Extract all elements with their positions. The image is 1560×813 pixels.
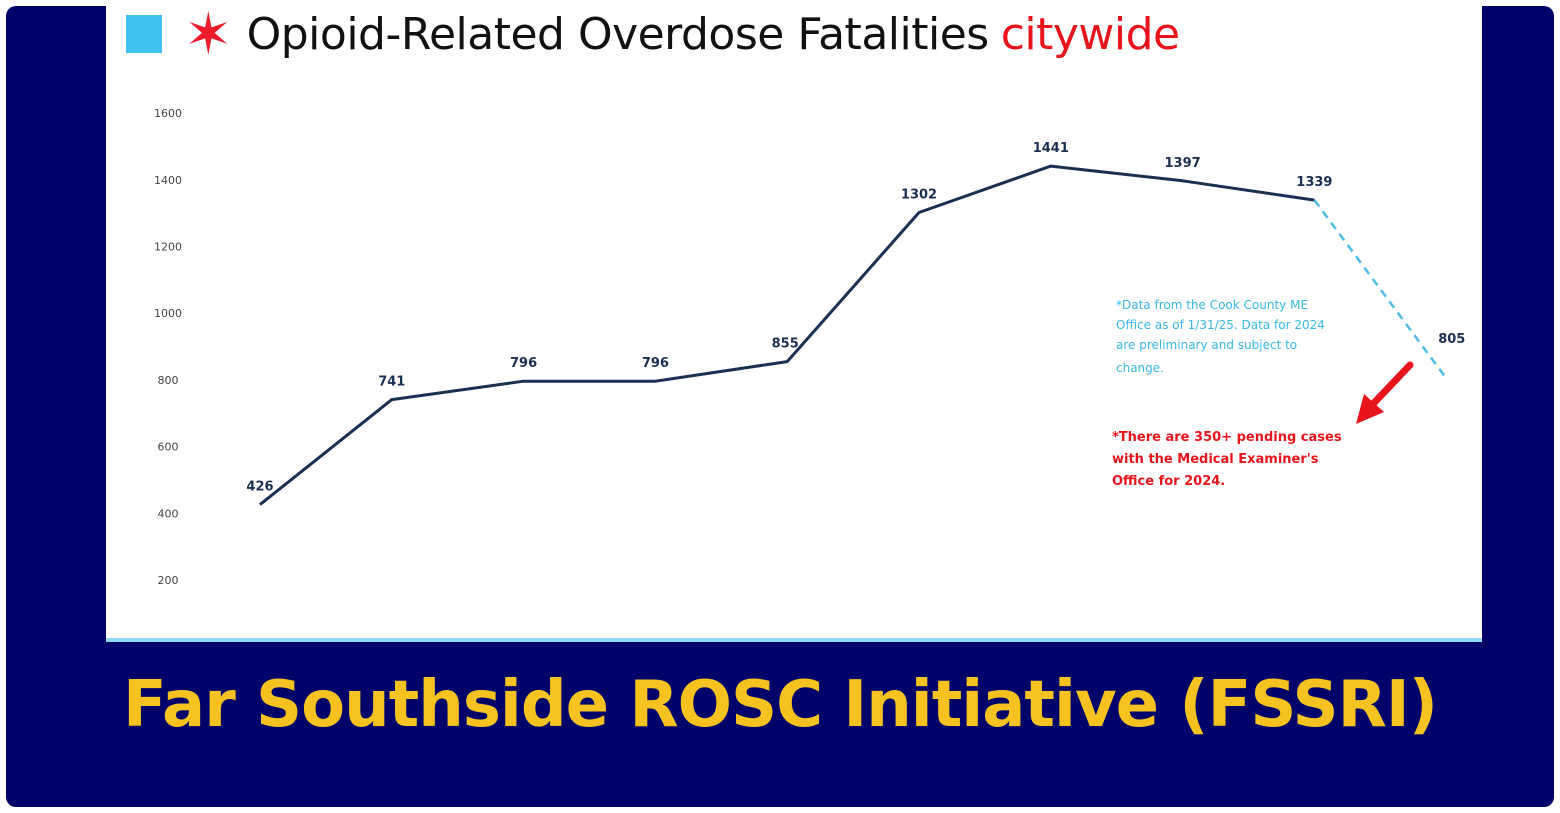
data-label: 1339 <box>1296 175 1332 190</box>
title-highlight: citywide <box>1000 8 1180 60</box>
y-tick-label: 1600 <box>154 107 182 120</box>
accent-square-icon <box>126 15 162 53</box>
background-frame <box>6 6 1554 807</box>
y-tick-label: 1000 <box>154 307 182 320</box>
red-star-icon: ✶ <box>184 0 233 68</box>
y-tick-label: 800 <box>158 374 179 387</box>
series-line <box>259 164 1315 506</box>
blue-note: *Data from the Cook County ME Office as … <box>1116 298 1325 375</box>
chart-title: ✶ Opioid-Related Overdose Fatalities cit… <box>126 4 1180 64</box>
data-label: 1397 <box>1165 156 1201 171</box>
red-note: *There are 350+ pending cases with the M… <box>1112 430 1342 489</box>
chart-panel <box>106 6 1482 642</box>
y-tick-label: 1400 <box>154 174 182 187</box>
y-tick-label: 600 <box>158 441 179 454</box>
red-note-line: Office for 2024. <box>1112 474 1225 489</box>
y-tick-label: 1200 <box>154 241 182 254</box>
data-label: 426 <box>246 480 273 495</box>
blue-note-line: *Data from the Cook County ME <box>1116 298 1308 312</box>
data-label: 855 <box>772 337 799 352</box>
blue-note-line: Office as of 1/31/25. Data for 2024 <box>1116 318 1325 332</box>
blue-note-line: are preliminary and subject to <box>1116 338 1297 352</box>
red-arrow-icon <box>1356 361 1414 424</box>
data-label: 796 <box>642 356 669 371</box>
y-axis-ticks: 200 400 600 800 1000 1200 1400 1600 <box>154 107 182 587</box>
title-main: Opioid-Related Overdose Fatalities <box>246 8 990 60</box>
data-label: 1441 <box>1033 141 1069 156</box>
blue-note-line: change. <box>1116 361 1164 375</box>
data-label: 796 <box>510 356 537 371</box>
red-note-line: *There are 350+ pending cases <box>1112 430 1342 445</box>
data-label: 741 <box>378 375 405 390</box>
data-labels: 426 741 796 796 855 1302 1441 1397 1339 805 <box>246 141 1465 495</box>
y-tick-label: 400 <box>158 507 179 520</box>
banner-title: Far Southside ROSC Initiative (FSSRI) <box>123 668 1438 742</box>
data-label: 805 <box>1438 332 1465 347</box>
y-tick-label: 200 <box>158 574 179 587</box>
projection-line <box>1313 199 1448 379</box>
red-note-line: with the Medical Examiner's <box>1112 452 1319 467</box>
data-label: 1302 <box>901 188 937 203</box>
